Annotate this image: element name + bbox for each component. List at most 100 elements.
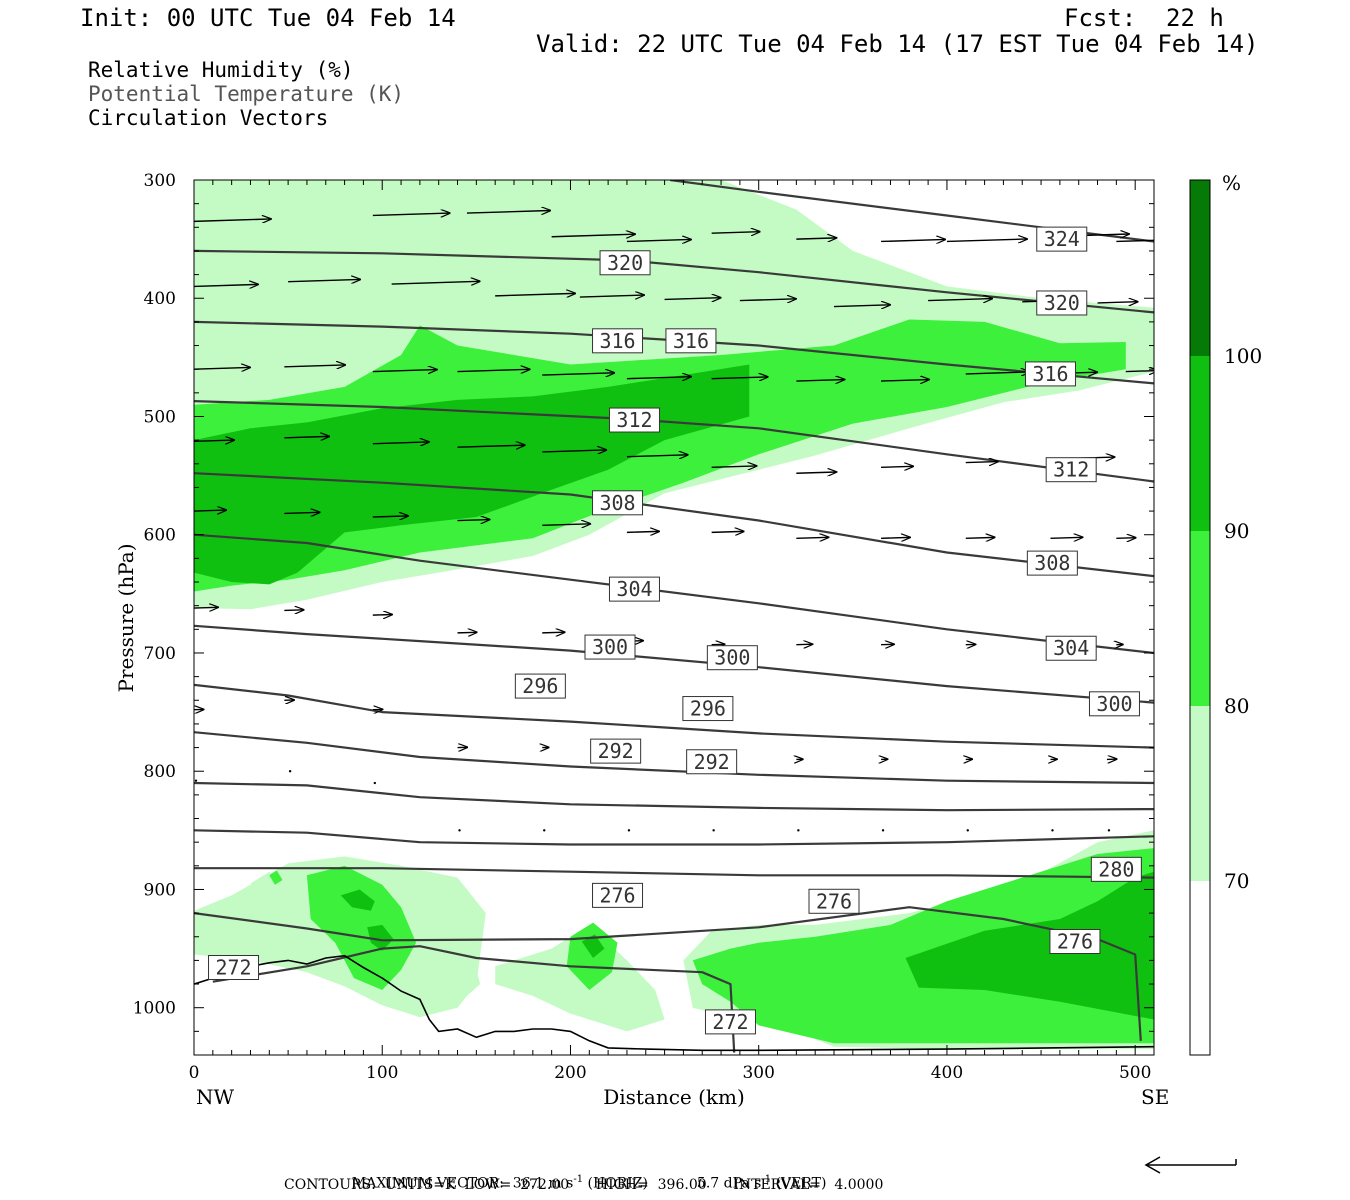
circulation-vector-29 — [796, 380, 844, 382]
contours-info: CONTOURS: UNITS=K LOW= 272.00 HIGH= 396.… — [284, 1177, 884, 1193]
theta-contour-316 — [194, 320, 1154, 385]
theta-label-272-24: 272 — [704, 1009, 756, 1035]
circulation-vector-5 — [711, 232, 760, 234]
circulation-vector-39 — [626, 455, 688, 457]
theta-contour-312 — [194, 400, 1154, 483]
theta-label-text: 292 — [694, 750, 730, 774]
rh-region-70-14 — [250, 871, 285, 896]
circulation-vector-58 — [284, 610, 303, 611]
theta-label-292-18: 292 — [686, 749, 738, 775]
circulation-vector-88 — [797, 829, 800, 832]
theta-label-box — [1036, 290, 1088, 316]
circulation-vector-51 — [711, 531, 744, 532]
circulation-vector-55 — [1050, 537, 1082, 538]
circulation-vector-3 — [551, 234, 635, 237]
theta-label-text: 292 — [598, 739, 634, 763]
circulation-vector-38 — [542, 450, 606, 452]
circulation-vector-14 — [495, 293, 575, 296]
theta-label-316-4: 316 — [665, 328, 717, 354]
plot-frame — [193, 179, 1155, 1056]
theta-label-box — [682, 696, 734, 722]
y-tick-label-800: 800 — [144, 762, 176, 782]
circulation-vectors — [194, 211, 1154, 832]
circulation-vector-89 — [881, 829, 885, 832]
theta-label-box — [808, 888, 860, 914]
theta-label-box — [1024, 361, 1076, 387]
circulation-vector-50 — [626, 531, 659, 532]
circulation-vector-26 — [542, 373, 614, 375]
theta-label-box — [584, 634, 636, 660]
circulation-vector-13 — [391, 281, 480, 284]
legend-circulation-vectors: Circulation Vectors — [88, 106, 329, 130]
circulation-vector-59 — [372, 615, 392, 616]
theta-contour-272 — [212, 945, 736, 1053]
theta-label-304-10: 304 — [608, 576, 660, 602]
theta-label-box — [592, 490, 644, 516]
colorbar: % 100 90 80 70 — [1189, 171, 1262, 1056]
theta-label-text: 308 — [599, 491, 635, 515]
circulation-vector-41 — [796, 472, 836, 473]
theta-label-box — [1090, 856, 1142, 882]
theta-label-296-16: 296 — [682, 696, 734, 722]
rh-region-70-13 — [457, 954, 481, 996]
theta-contour-288 — [194, 781, 1154, 812]
init-time: Init: 00 UTC Tue 04 Feb 14 — [80, 4, 456, 32]
circulation-vector-90 — [966, 829, 969, 832]
theta-contour-284 — [194, 829, 1154, 846]
circulation-vector-45 — [194, 510, 226, 511]
circulation-vector-83 — [373, 781, 377, 785]
circulation-vector-1 — [372, 213, 450, 215]
y-tick-label-600: 600 — [144, 526, 176, 546]
theta-label-box — [665, 328, 717, 354]
horiz-exponent: -1 — [573, 1174, 584, 1185]
circulation-vector-82 — [288, 770, 292, 773]
theta-label-276-21: 276 — [808, 888, 860, 914]
theta-label-296-15: 296 — [514, 673, 566, 699]
theta-label-text: 300 — [714, 646, 750, 670]
theta-label-box — [706, 645, 758, 671]
theta-contour-300 — [194, 624, 1154, 704]
circulation-vector-23 — [284, 365, 345, 367]
colorbar-segment-100 — [1190, 180, 1210, 356]
theta-label-316-5: 316 — [1024, 361, 1076, 387]
theta-label-276-22: 276 — [1049, 928, 1101, 954]
max-vector-vert: 5.7 dPa s — [696, 1175, 762, 1192]
circulation-vector-48 — [457, 520, 490, 521]
forecast-label: Fcst: — [1064, 4, 1137, 32]
circulation-vector-37 — [457, 445, 525, 447]
max-vector-line: MAXIMUM VECTOR: 36.1 m s-1 (HORIZ) 5.7 d… — [343, 1158, 827, 1192]
rh-region-80-15 — [269, 870, 283, 885]
rh-region-90-5 — [340, 889, 375, 911]
theta-label-316-3: 316 — [592, 328, 644, 354]
theta-label-text: 300 — [592, 635, 628, 659]
theta-label-box — [514, 673, 566, 699]
legend-potential-temperature: Potential Temperature (K) — [88, 82, 405, 106]
circulation-vector-2 — [466, 211, 550, 214]
circulation-vector-49 — [542, 524, 590, 526]
theta-label-text: 316 — [673, 329, 709, 353]
theta-label-304-11: 304 — [1045, 635, 1097, 661]
theta-label-text: 320 — [1044, 291, 1080, 315]
vert-exponent: -1 — [761, 1174, 772, 1185]
legend-relative-humidity: Relative Humidity (%) — [88, 58, 354, 82]
theta-label-box — [599, 250, 651, 276]
circulation-vector-60 — [457, 632, 477, 633]
colorbar-segment-80 — [1190, 531, 1210, 706]
x-tick-label-200: 200 — [554, 1063, 586, 1083]
theta-label-text: 312 — [616, 408, 652, 432]
circulation-vector-24 — [372, 370, 437, 372]
circulation-vector-43 — [965, 462, 998, 463]
circulation-vector-46 — [284, 512, 319, 513]
theta-label-320-2: 320 — [1036, 290, 1088, 316]
theta-label-text: 276 — [816, 889, 852, 913]
colorbar-segment-90 — [1190, 356, 1210, 531]
circulation-vector-18 — [833, 305, 890, 307]
theta-label-text: 272 — [712, 1010, 748, 1034]
circulation-vector-34 — [194, 440, 234, 441]
theta-label-box — [592, 882, 644, 908]
theta-label-text: 296 — [690, 697, 726, 721]
y-tick-label-400: 400 — [144, 289, 176, 309]
circulation-vector-57 — [194, 607, 218, 608]
circulation-vector-35 — [284, 436, 329, 437]
theta-label-272-23: 272 — [208, 955, 260, 980]
